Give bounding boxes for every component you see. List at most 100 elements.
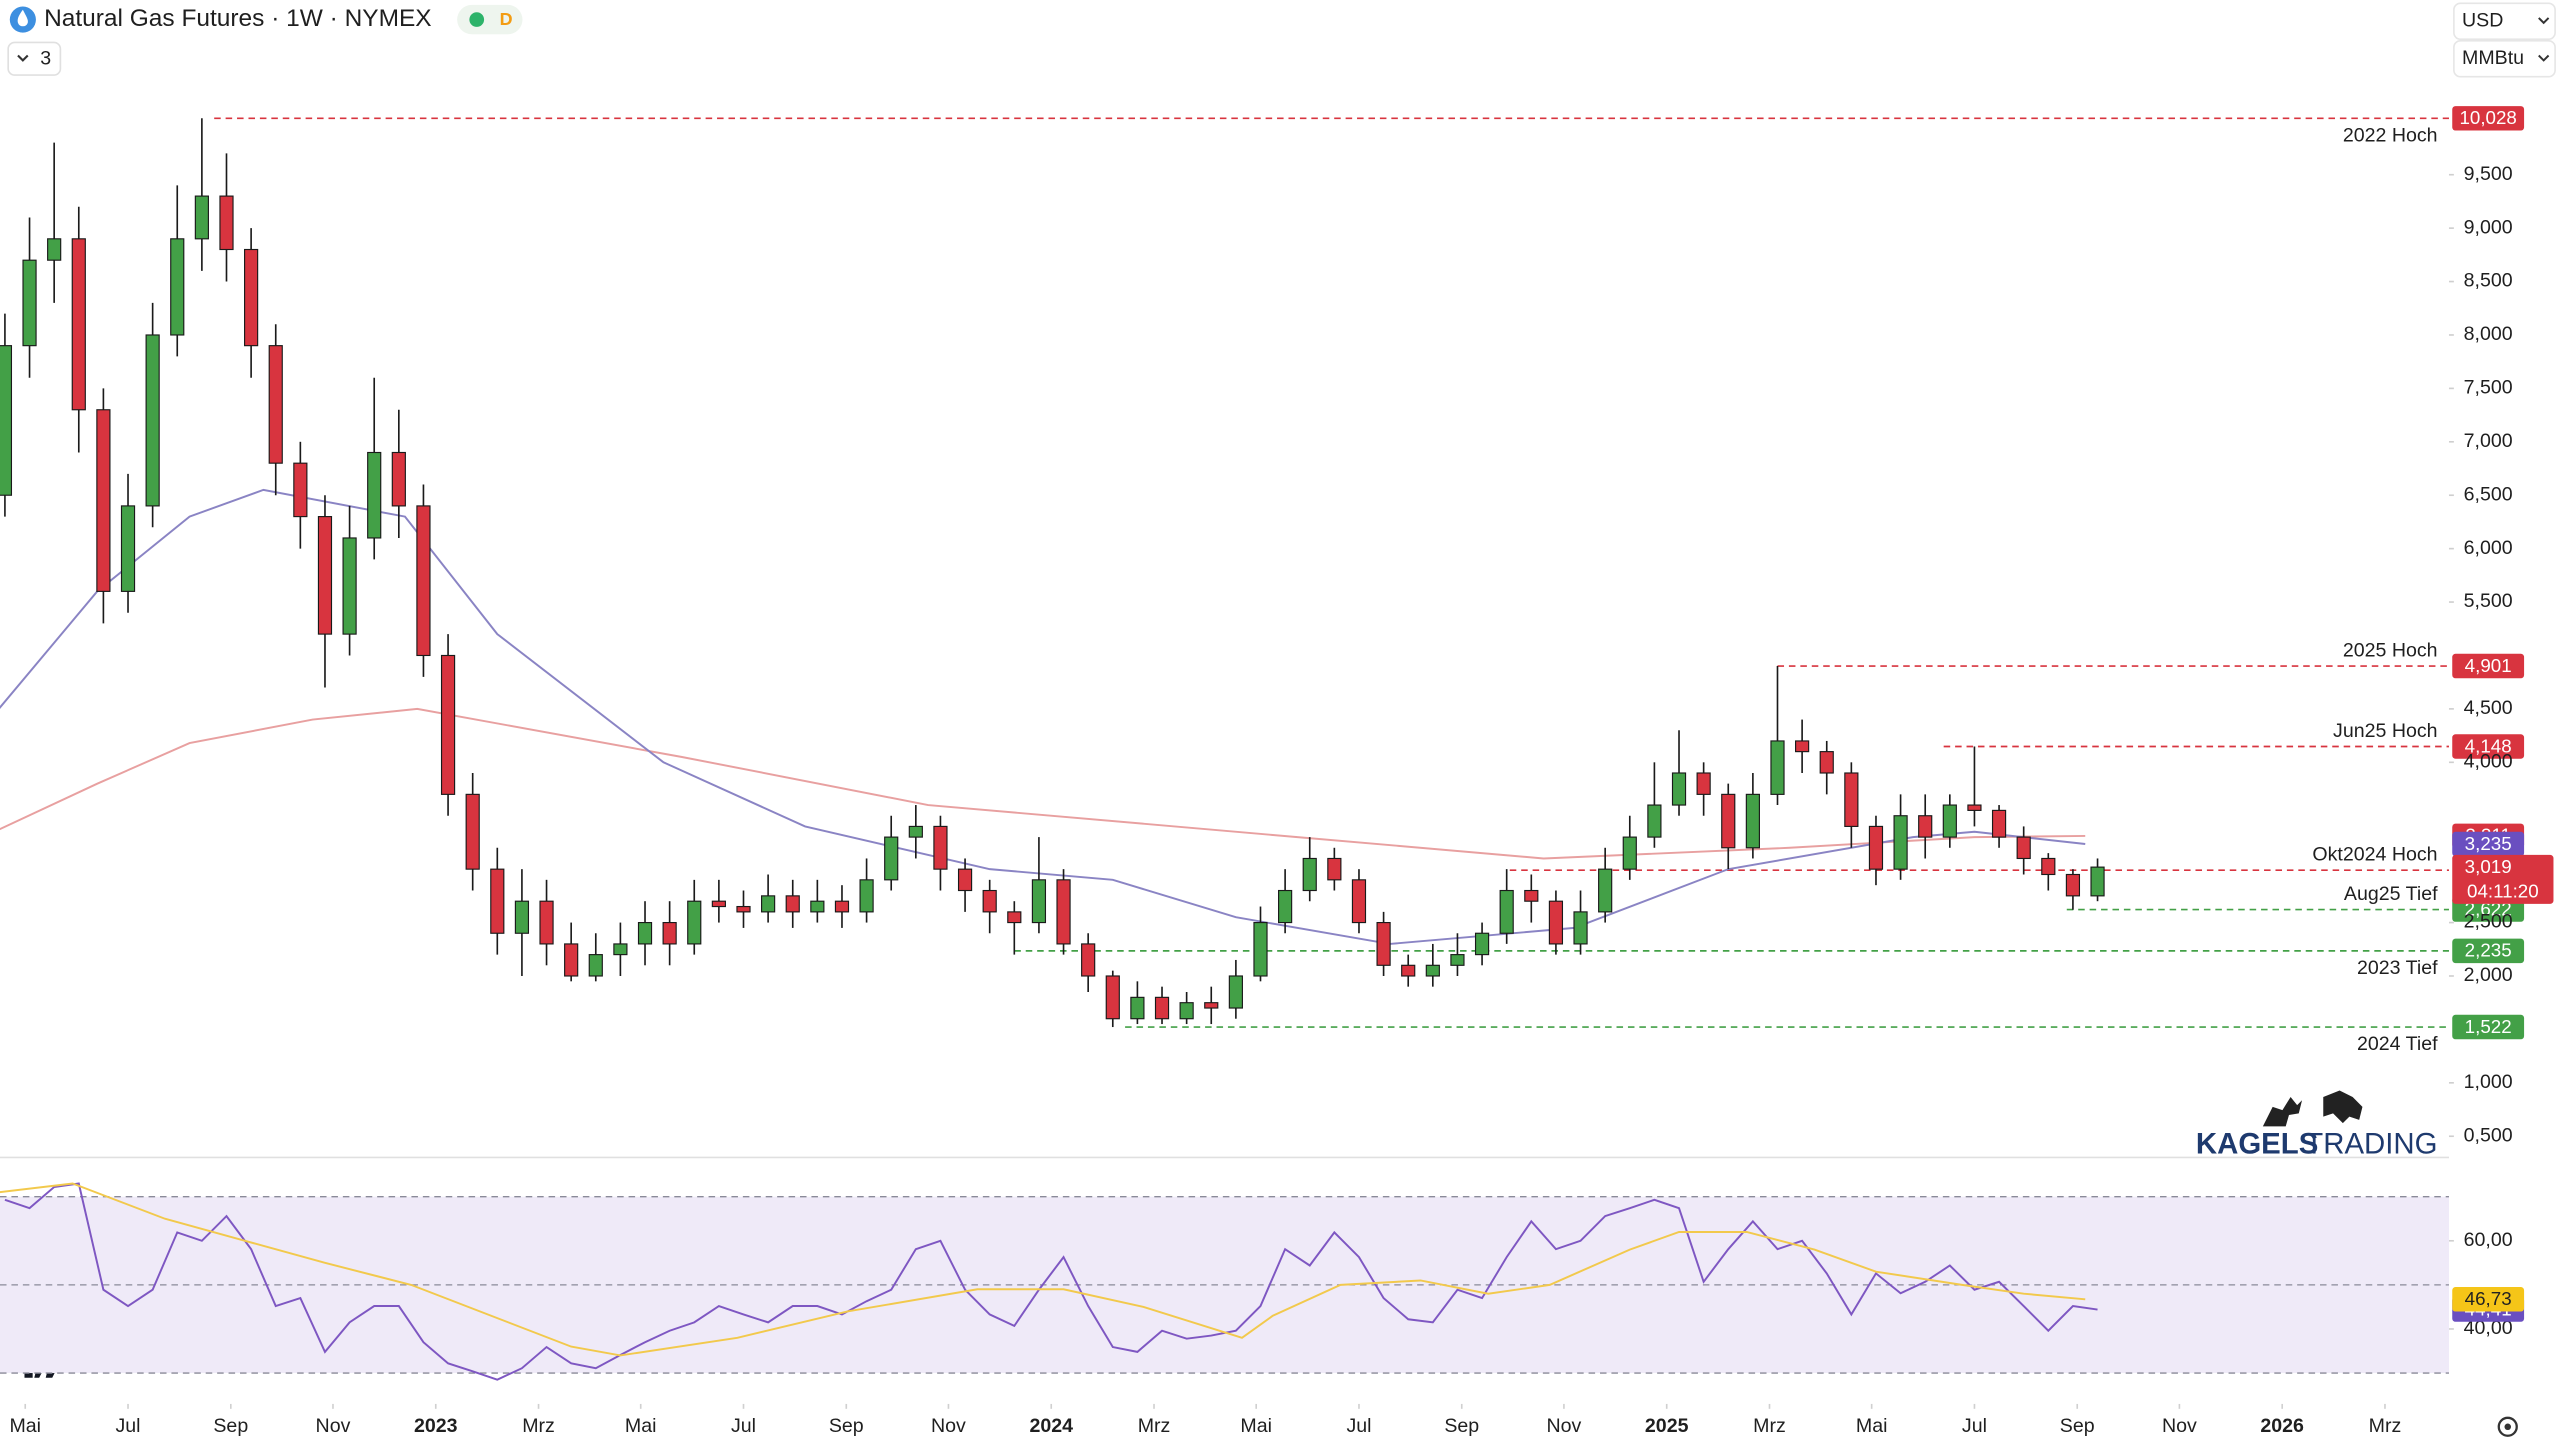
price-tag-bg <box>2452 854 2554 904</box>
candle-body <box>785 895 800 913</box>
candle-body <box>0 345 13 496</box>
candle-body <box>1031 879 1047 924</box>
bear-icon <box>2323 1090 2363 1124</box>
candle-body <box>1991 809 2007 838</box>
candle-body <box>736 905 751 913</box>
level-tag-bg <box>2452 938 2525 964</box>
candle-body <box>1302 857 1317 892</box>
x-tick-label: Mrz <box>522 1415 555 1437</box>
rsi-ma <box>0 1182 2086 1357</box>
indicator-toggle[interactable] <box>7 41 62 76</box>
rsi-tag-bg <box>2452 1287 2525 1312</box>
y-tick-label: 0,500 <box>2464 1124 2513 1146</box>
candle-body <box>96 409 111 592</box>
x-tick-label: Jul <box>1346 1415 1371 1437</box>
symbol-title: Natural Gas Futures · 1W · NYMEX <box>44 5 432 32</box>
y-tick-label: 40,00 <box>2464 1317 2513 1339</box>
candle-body <box>1967 804 1982 811</box>
candle-body <box>2065 873 2081 897</box>
candle-body <box>1278 889 1293 924</box>
candle-body <box>859 879 874 913</box>
y-tick-label: 6,500 <box>2464 483 2513 505</box>
x-tick-label: Mai <box>1856 1415 1888 1437</box>
settings-dot <box>2504 1423 2512 1431</box>
candle-body <box>1179 1002 1194 1020</box>
candle-body <box>170 238 185 336</box>
level-tag: 1,522 <box>2465 1016 2512 1037</box>
ma-tag: 3,235 <box>2465 833 2512 854</box>
currency-select[interactable] <box>2453 2 2556 40</box>
candle-body <box>1499 889 1514 934</box>
level-tag-bg <box>2452 734 2525 759</box>
countdown: 04:11:20 <box>2467 880 2539 901</box>
candle-body <box>588 954 603 977</box>
candle-body <box>1228 975 1243 1009</box>
candle-body <box>342 537 357 635</box>
y-tick-label: 7,500 <box>2464 377 2513 399</box>
candle-body <box>1474 932 1490 956</box>
price-tag: 3,019 <box>2465 856 2512 877</box>
level-label: 2023 Tief <box>2357 957 2438 979</box>
status-badge[interactable] <box>457 4 523 35</box>
candle-body <box>982 889 997 913</box>
candle-body <box>317 516 333 635</box>
level-tag: 2,235 <box>2465 940 2512 961</box>
candle-body <box>1573 911 1588 945</box>
y-tick-label: 2,000 <box>2464 964 2513 986</box>
x-tick-label: Mai <box>1240 1415 1272 1437</box>
x-tick-label: Mai <box>625 1415 657 1437</box>
unit-select[interactable] <box>2453 39 2556 78</box>
candle-body <box>957 868 973 892</box>
x-tick-label: Sep <box>2060 1415 2095 1437</box>
level-tag-bg <box>2452 106 2525 131</box>
ma-tag-bg <box>2452 831 2525 857</box>
y-tick-label: 9,500 <box>2464 163 2513 185</box>
candle-body <box>1622 836 1637 870</box>
candle-body <box>1130 996 1145 1020</box>
candle-body <box>1548 900 1564 945</box>
x-tick-label: Jul <box>116 1415 141 1437</box>
candle-body <box>440 654 456 795</box>
candle-body <box>1893 815 1908 870</box>
candle-body <box>687 900 702 945</box>
candle-body <box>1918 815 1933 838</box>
x-tick-label: Mrz <box>1138 1415 1171 1437</box>
y-tick-label: 8,500 <box>2464 270 2513 292</box>
candle-body <box>810 900 825 913</box>
level-tag: 4,148 <box>2465 735 2512 756</box>
candle-body <box>613 943 628 956</box>
candle-body <box>194 195 209 240</box>
watermark-b: TRADING <box>2305 1128 2437 1161</box>
candle-body <box>1056 879 1071 945</box>
candle-body <box>1647 804 1662 838</box>
candle-body <box>1450 954 1465 966</box>
candle-body <box>1844 772 1859 827</box>
x-tick-label: Jul <box>731 1415 756 1437</box>
candle-body <box>1868 825 1884 870</box>
x-tick-label: 2026 <box>2260 1415 2304 1437</box>
x-tick-label: Sep <box>1444 1415 1479 1437</box>
moving-average <box>0 488 2086 945</box>
candle-body <box>834 900 850 913</box>
settings-icon[interactable] <box>2497 1416 2518 1437</box>
candle-body <box>637 921 653 945</box>
candle-body <box>293 462 308 518</box>
y-tick-label: 1,000 <box>2464 1071 2513 1093</box>
candle-body <box>490 868 505 934</box>
chevron <box>2538 17 2550 25</box>
candle-body <box>564 943 579 977</box>
x-tick-label: 2025 <box>1645 1415 1689 1437</box>
level-label: Okt2024 Hoch <box>2312 844 2437 866</box>
candle-body <box>1351 879 1367 924</box>
candle-body <box>884 836 899 881</box>
level-tag-bg <box>2452 653 2525 679</box>
candle-body <box>1081 943 1096 977</box>
y-tick-label: 6,000 <box>2464 537 2513 559</box>
candle-body <box>145 334 160 507</box>
chevron <box>17 54 29 62</box>
candle-body <box>1671 772 1687 806</box>
flame-icon <box>17 9 28 27</box>
candle-body <box>1007 911 1022 924</box>
